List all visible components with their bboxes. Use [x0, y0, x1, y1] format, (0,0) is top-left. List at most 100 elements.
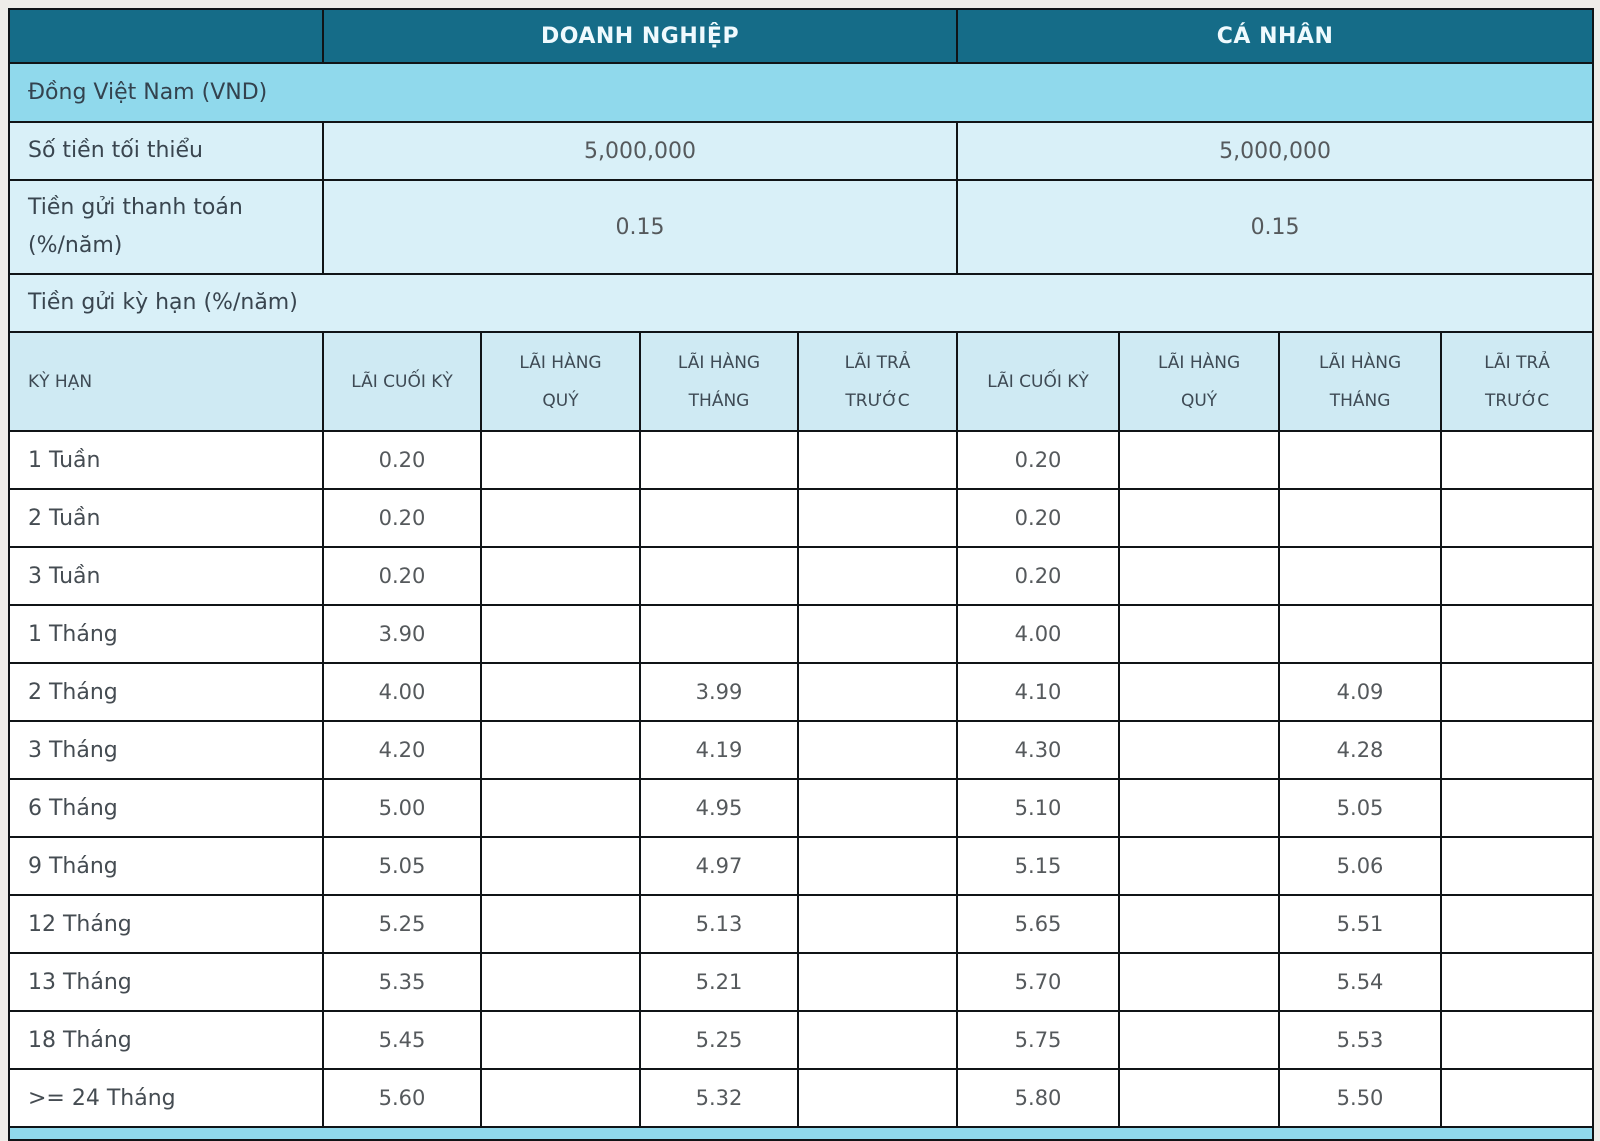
rate-cell: 5.60	[322, 1068, 482, 1128]
rate-cell	[796, 952, 959, 1012]
demand-deposit-label: Tiền gửi thanh toán (%/năm)	[8, 179, 324, 275]
rate-cell: 5.32	[639, 1068, 799, 1128]
rate-cell: 5.05	[1278, 778, 1443, 838]
rate-cell	[480, 894, 641, 954]
rate-cell: 5.00	[322, 778, 482, 838]
subheader-corporate-quarterly: LÃI HÀNG QUÝ	[480, 331, 641, 432]
rate-cell	[796, 1068, 959, 1128]
rate-cell	[639, 546, 799, 606]
row-demand-deposit-rate: Tiền gửi thanh toán (%/năm) 0.15 0.15	[8, 179, 1595, 275]
min-amount-personal: 5,000,000	[956, 121, 1595, 181]
corner-cell	[8, 8, 324, 64]
rate-cell: 5.25	[322, 894, 482, 954]
rate-cell: 4.95	[639, 778, 799, 838]
subheader-corporate-prepaid: LÃI TRẢ TRƯỚC	[796, 331, 959, 432]
section-row-term-deposit: Tiền gửi kỳ hạn (%/năm)	[7, 273, 1595, 333]
subheader-term: KỲ HẠN	[8, 331, 324, 432]
rate-cell	[1118, 894, 1281, 954]
rate-cell	[1440, 662, 1595, 722]
rate-cell	[480, 1068, 641, 1128]
rate-cell: 5.75	[956, 1010, 1121, 1070]
rate-cell: 3.99	[639, 662, 799, 722]
min-amount-label: Số tiền tối thiểu	[8, 121, 324, 181]
rate-cell	[480, 430, 641, 490]
term-cell: 3 Tháng	[8, 720, 324, 780]
subheader-line: LÃI HÀNG	[1318, 352, 1402, 373]
term-cell: 2 Tháng	[8, 662, 324, 722]
rate-cell	[796, 720, 959, 780]
rate-cell: 5.35	[322, 952, 482, 1012]
rate-cell: 0.20	[322, 546, 482, 606]
term-deposit-section-label: Tiền gửi kỳ hạn (%/năm)	[7, 273, 1595, 333]
row-min-amount: Số tiền tối thiểu 5,000,000 5,000,000	[8, 121, 1595, 181]
subheader-corporate-monthly: LÃI HÀNG THÁNG	[639, 331, 799, 432]
rate-row: 3 Tháng 4.20 4.19 4.30 4.28	[8, 720, 1595, 780]
subheader-line: THÁNG	[1329, 390, 1391, 411]
rate-cell	[1118, 836, 1281, 896]
term-cell: >= 24 Tháng	[8, 1068, 324, 1128]
table-header-row: DOANH NGHIỆP CÁ NHÂN	[8, 8, 1595, 64]
rate-cell	[1440, 546, 1595, 606]
rate-cell	[796, 778, 959, 838]
subheader-line: LÃI CUỐI KỲ	[987, 371, 1089, 392]
term-cell: 3 Tuần	[8, 546, 324, 606]
rate-cell: 5.50	[1278, 1068, 1443, 1128]
rate-cell	[480, 546, 641, 606]
rate-cell	[796, 1010, 959, 1070]
rate-cell: 4.09	[1278, 662, 1443, 722]
rate-cell	[639, 430, 799, 490]
rate-cell	[1118, 488, 1281, 548]
rate-cell	[1440, 488, 1595, 548]
rate-cell	[796, 488, 959, 548]
rate-cell	[1440, 894, 1595, 954]
rate-cell	[1440, 1068, 1595, 1128]
rate-cell	[480, 662, 641, 722]
rate-cell: 4.20	[322, 720, 482, 780]
term-cell: 1 Tuần	[8, 430, 324, 490]
rate-cell: 5.21	[639, 952, 799, 1012]
rate-cell: 5.70	[956, 952, 1121, 1012]
rate-cell	[639, 604, 799, 664]
rate-cell: 0.20	[322, 488, 482, 548]
rate-cell: 0.20	[322, 430, 482, 490]
rate-cell	[1118, 546, 1281, 606]
rate-row: 13 Tháng 5.35 5.21 5.70 5.54	[8, 952, 1595, 1012]
rate-cell	[1440, 720, 1595, 780]
rate-cell	[796, 546, 959, 606]
rate-cell	[1118, 662, 1281, 722]
term-cell: 1 Tháng	[8, 604, 324, 664]
rate-row: 9 Tháng 5.05 4.97 5.15 5.06	[8, 836, 1595, 896]
term-cell: 18 Tháng	[8, 1010, 324, 1070]
subheader-line: LÃI HÀNG	[677, 352, 761, 373]
subheader-line: LÃI TRẢ	[1484, 352, 1550, 373]
rate-cell: 5.54	[1278, 952, 1443, 1012]
rate-row: 18 Tháng 5.45 5.25 5.75 5.53	[8, 1010, 1595, 1070]
section-row-vnd: Đồng Việt Nam (VND)	[7, 62, 1595, 123]
term-cell: 6 Tháng	[8, 778, 324, 838]
rate-cell	[1118, 952, 1281, 1012]
rate-cell: 4.10	[956, 662, 1121, 722]
rate-cell: 4.00	[956, 604, 1121, 664]
subheader-line: LÃI HÀNG	[519, 352, 602, 373]
rate-cell: 4.28	[1278, 720, 1443, 780]
demand-deposit-personal: 0.15	[956, 179, 1595, 275]
term-cell: 9 Tháng	[8, 836, 324, 896]
rate-cell	[1118, 1010, 1281, 1070]
subheader-line: LÃI TRẢ	[844, 352, 911, 373]
subheader-line: LÃI HÀNG	[1157, 352, 1241, 373]
rate-cell: 3.90	[322, 604, 482, 664]
min-amount-corporate: 5,000,000	[321, 121, 959, 181]
rate-cell: 4.97	[639, 836, 799, 896]
header-corporate: DOANH NGHIỆP	[321, 8, 959, 64]
rate-cell	[796, 662, 959, 722]
rate-cell: 0.20	[956, 488, 1121, 548]
rate-cell: 4.19	[639, 720, 799, 780]
subheader-personal-monthly: LÃI HÀNG THÁNG	[1278, 331, 1443, 432]
rate-cell	[1440, 778, 1595, 838]
subheader-line: THÁNG	[688, 390, 750, 411]
subheader-personal-end-of-term: LÃI CUỐI KỲ	[956, 331, 1121, 432]
section-label-vnd: Đồng Việt Nam (VND)	[7, 62, 1595, 123]
subheader-personal-quarterly: LÃI HÀNG QUÝ	[1118, 331, 1281, 432]
rate-row: 2 Tuần 0.20 0.20	[8, 488, 1595, 548]
rate-cell	[480, 1010, 641, 1070]
